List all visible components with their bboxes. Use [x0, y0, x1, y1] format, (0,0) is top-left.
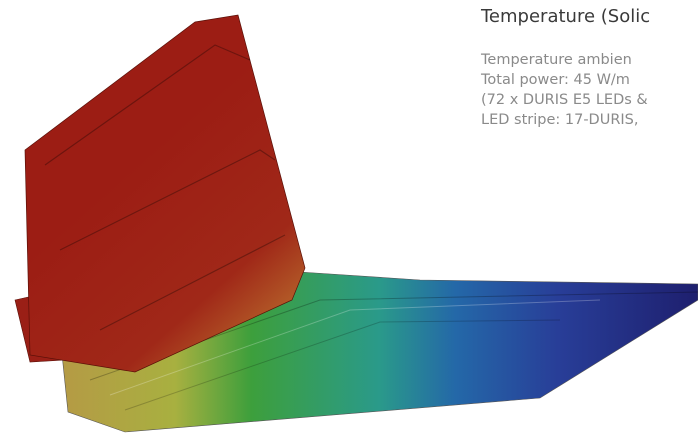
- fin-ridge: [59, 149, 276, 251]
- ridge: [109, 299, 601, 396]
- fin: [24, 14, 306, 373]
- fin-ridge: [99, 234, 286, 331]
- ridge: [124, 319, 561, 411]
- info-line: LED stripe: 17-DURIS,: [481, 112, 639, 128]
- title: Temperature (Solic: [481, 6, 651, 27]
- fin-ridge: [44, 44, 251, 166]
- info-line: Temperature ambien: [481, 52, 632, 68]
- info-line: Total power: 45 W/m: [481, 72, 630, 88]
- info-line: (72 x DURIS E5 LEDs &: [481, 92, 648, 108]
